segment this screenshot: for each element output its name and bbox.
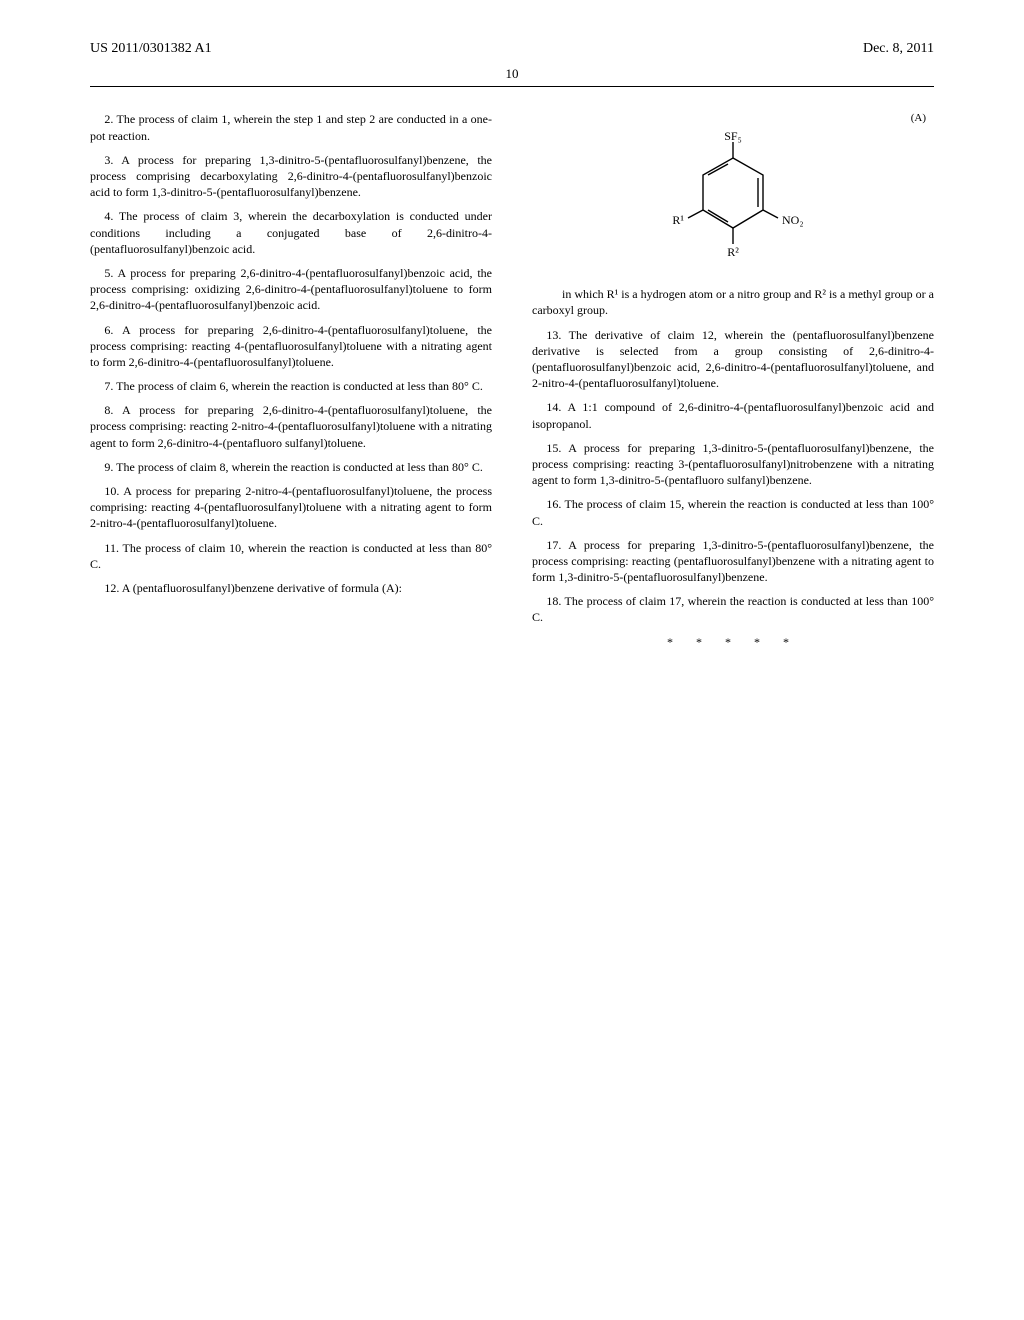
claim-4: 4. The process of claim 3, wherein the d…	[90, 208, 492, 257]
claim-16: 16. The process of claim 15, wherein the…	[532, 496, 934, 528]
claim-14: 14. A 1:1 compound of 2,6-dinitro-4-(pen…	[532, 399, 934, 431]
claim-18: 18. The process of claim 17, wherein the…	[532, 593, 934, 625]
publication-date: Dec. 8, 2011	[863, 40, 934, 59]
claim-3: 3. A process for preparing 1,3-dinitro-5…	[90, 152, 492, 201]
claim-7: 7. The process of claim 6, wherein the r…	[90, 378, 492, 394]
claim-11: 11. The process of claim 10, wherein the…	[90, 540, 492, 572]
claim-5: 5. A process for preparing 2,6-dinitro-4…	[90, 265, 492, 314]
publication-number: US 2011/0301382 A1	[90, 40, 212, 59]
svg-text:NO₂: NO₂	[782, 213, 804, 227]
svg-text:R¹: R¹	[672, 213, 684, 227]
claims-columns: 2. The process of claim 1, wherein the s…	[90, 111, 934, 731]
claim-12-tail: in which R¹ is a hydrogen atom or a nitr…	[532, 286, 934, 318]
formula-a-block: (A) SF₅ R¹ R² NO₂	[532, 111, 934, 278]
formula-a-label: (A)	[532, 111, 926, 126]
end-stars: * * * * *	[532, 634, 934, 650]
page-header: US 2011/0301382 A1 Dec. 8, 2011	[90, 40, 934, 59]
svg-text:R²: R²	[727, 245, 739, 259]
header-rule	[90, 86, 934, 87]
claim-9: 9. The process of claim 8, wherein the r…	[90, 459, 492, 475]
claim-8: 8. A process for preparing 2,6-dinitro-4…	[90, 402, 492, 451]
page-number: 10	[90, 65, 934, 83]
claim-10: 10. A process for preparing 2-nitro-4-(p…	[90, 483, 492, 532]
claim-17: 17. A process for preparing 1,3-dinitro-…	[532, 537, 934, 586]
claim-13: 13. The derivative of claim 12, wherein …	[532, 327, 934, 392]
claim-6: 6. A process for preparing 2,6-dinitro-4…	[90, 322, 492, 371]
formula-a-structure: SF₅ R¹ R² NO₂	[648, 128, 818, 278]
claim-2: 2. The process of claim 1, wherein the s…	[90, 111, 492, 143]
claim-15: 15. A process for preparing 1,3-dinitro-…	[532, 440, 934, 489]
svg-text:SF₅: SF₅	[724, 129, 742, 143]
claim-12-intro: 12. A (pentafluorosulfanyl)benzene deriv…	[90, 580, 492, 596]
patent-page: US 2011/0301382 A1 Dec. 8, 2011 10 2. Th…	[0, 0, 1024, 731]
